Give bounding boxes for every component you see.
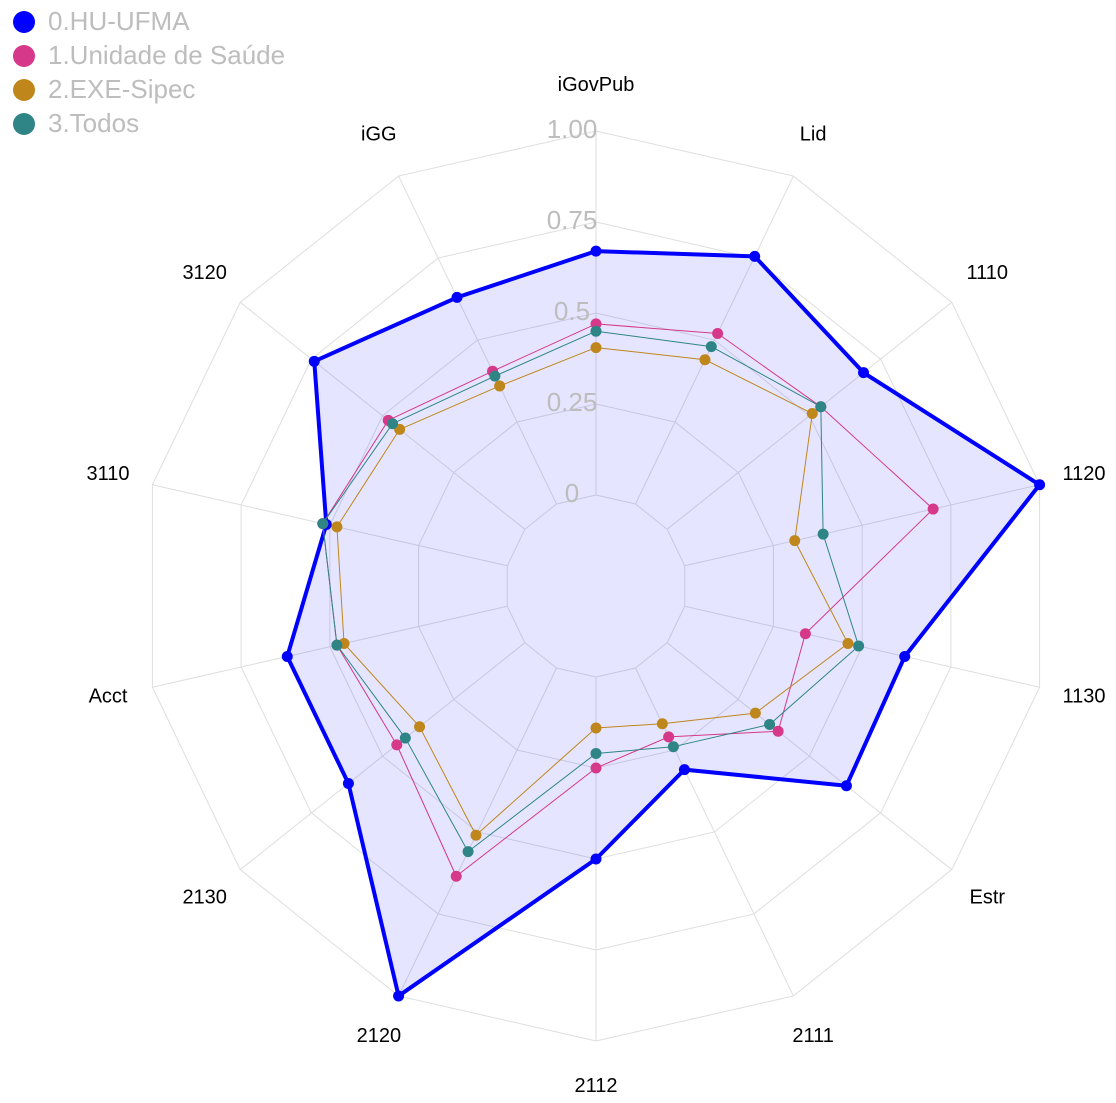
data-point xyxy=(317,518,329,530)
data-point xyxy=(858,367,870,379)
data-point xyxy=(749,250,761,262)
data-point xyxy=(331,639,343,651)
data-point xyxy=(387,418,399,430)
legend-label: 2.EXE-Sipec xyxy=(48,74,195,104)
data-point xyxy=(590,245,602,257)
data-point xyxy=(590,853,602,865)
data-point xyxy=(590,342,602,354)
spoke xyxy=(152,605,508,688)
data-point xyxy=(764,718,776,730)
data-point xyxy=(663,731,675,743)
tick-label: 0.75 xyxy=(547,205,598,235)
data-point xyxy=(667,741,679,753)
data-point xyxy=(450,870,462,882)
axis-label: 2112 xyxy=(574,1075,617,1097)
spoke xyxy=(635,175,794,505)
axis-label: 2120 xyxy=(357,1025,402,1047)
data-point xyxy=(705,341,717,353)
axis-label: 1120 xyxy=(1062,463,1105,485)
data-point xyxy=(391,739,403,751)
axis-label: Lid xyxy=(800,123,827,145)
tick-label: 1.00 xyxy=(547,114,598,144)
data-point xyxy=(772,725,784,737)
data-point xyxy=(699,354,711,366)
legend-marker xyxy=(13,11,35,33)
tick-label: 0.25 xyxy=(547,387,598,417)
data-point xyxy=(342,777,354,789)
data-point xyxy=(853,640,865,652)
spoke xyxy=(239,642,526,871)
tick-label: 0 xyxy=(565,478,579,508)
spoke xyxy=(666,642,953,871)
legend-label: 1.Unidade de Saúde xyxy=(48,40,285,70)
data-point xyxy=(489,370,501,382)
data-point xyxy=(749,707,761,719)
data-point xyxy=(806,408,818,420)
data-point xyxy=(927,503,939,515)
data-point xyxy=(815,401,827,413)
data-point xyxy=(789,535,801,547)
data-point xyxy=(590,747,602,759)
data-point xyxy=(799,628,811,640)
spoke xyxy=(398,175,557,505)
data-point xyxy=(451,291,463,303)
data-point xyxy=(308,355,320,367)
series-area xyxy=(285,249,1042,998)
axis-label: iGovPub xyxy=(558,74,635,96)
data-point xyxy=(817,528,829,540)
axis-label: Acct xyxy=(89,686,128,708)
data-point xyxy=(470,829,482,841)
data-point xyxy=(1034,479,1046,491)
axis-label: 3110 xyxy=(87,463,130,485)
legend-label: 3.Todos xyxy=(48,108,139,138)
tick-label: 0.5 xyxy=(554,296,590,326)
axis-label: Estr xyxy=(970,886,1006,908)
data-point xyxy=(899,650,911,662)
legend-marker xyxy=(13,79,35,101)
data-point xyxy=(840,780,852,792)
data-point xyxy=(494,380,506,392)
legend-marker xyxy=(13,45,35,67)
data-point xyxy=(590,762,602,774)
axis-label: 3120 xyxy=(182,262,227,284)
data-point xyxy=(414,721,426,733)
axis-label: 1110 xyxy=(967,262,1009,284)
data-point xyxy=(399,732,411,744)
data-point xyxy=(590,325,602,337)
axis-label: 2111 xyxy=(792,1025,834,1047)
data-point xyxy=(331,521,343,533)
data-point xyxy=(842,638,854,650)
data-point xyxy=(393,990,405,1002)
data-point xyxy=(656,718,668,730)
legend-marker xyxy=(13,113,35,135)
legend-label: 0.HU-UFMA xyxy=(48,6,190,36)
data-point xyxy=(590,722,602,734)
spoke xyxy=(239,301,526,530)
axis-label: iGG xyxy=(361,123,397,145)
data-point xyxy=(462,846,474,858)
spoke xyxy=(684,484,1040,567)
axis-label: 1130 xyxy=(1062,686,1105,708)
axis-label: 2130 xyxy=(182,886,227,908)
data-point xyxy=(678,764,690,776)
data-point xyxy=(712,327,724,339)
data-point xyxy=(281,650,293,662)
